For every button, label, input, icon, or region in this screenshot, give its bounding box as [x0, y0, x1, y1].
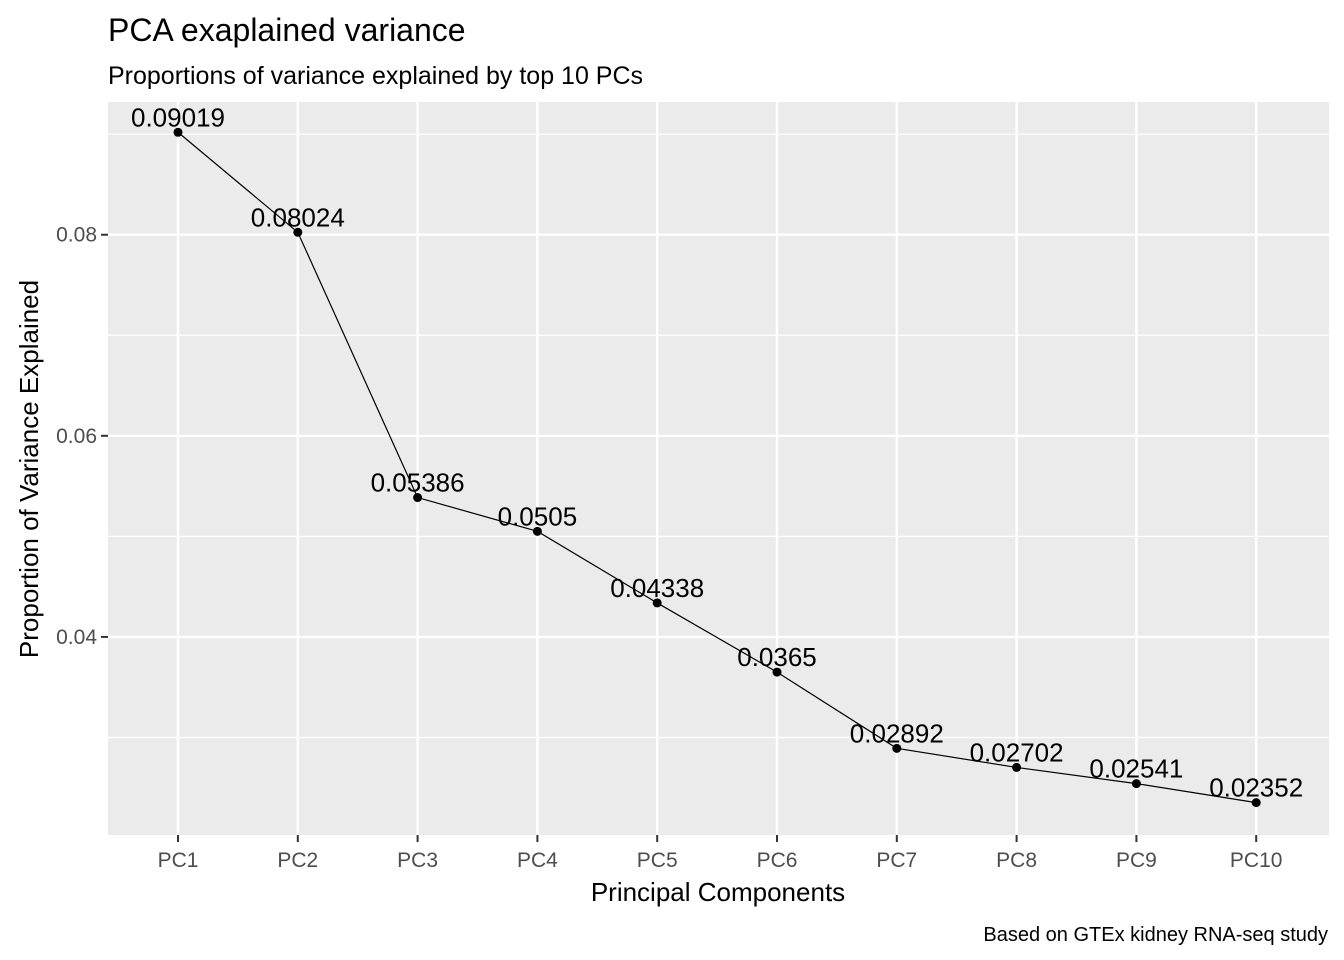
x-axis: PC1 PC2 PC3 PC4 PC5 PC6 PC7 PC8 PC9 PC10 [158, 835, 1283, 872]
x-axis-title: Principal Components [591, 877, 845, 907]
x-tick-label: PC3 [397, 849, 438, 872]
x-tick-label: PC5 [637, 849, 678, 872]
data-point [892, 743, 902, 753]
chart-subtitle: Proportions of variance explained by top… [108, 62, 643, 90]
data-label-group: 0.09019 0.08024 0.05386 0.0505 0.04338 0.0365… [131, 102, 1303, 802]
data-label: 0.02541 [1089, 754, 1183, 784]
data-label: 0.05386 [371, 468, 465, 498]
data-point [772, 667, 782, 677]
data-point [1131, 779, 1141, 789]
data-point [293, 227, 303, 237]
data-label: 0.0365 [737, 642, 817, 672]
data-label: 0.04338 [610, 573, 704, 603]
data-point [1251, 798, 1261, 808]
data-label: 0.08024 [251, 202, 345, 232]
x-tick-label: PC6 [757, 849, 798, 872]
minor-gridlines [108, 133, 1329, 739]
y-axis-title: Proportion of Variance Explained [14, 280, 44, 658]
data-label: 0.02702 [970, 737, 1064, 767]
chart-caption: Based on GTEx kidney RNA-seq study [983, 924, 1328, 946]
chart-title: PCA exaplained variance [108, 12, 466, 48]
series-group [173, 127, 1261, 808]
x-tick-label: PC2 [277, 849, 318, 872]
data-point [413, 493, 423, 503]
x-tick-label: PC10 [1230, 849, 1283, 872]
data-point [652, 598, 662, 608]
x-tick-label: PC8 [996, 849, 1037, 872]
data-label: 0.02892 [850, 718, 944, 748]
y-tick-label: 0.08 [56, 224, 97, 247]
x-tick-label: PC4 [517, 849, 558, 872]
y-tick-label: 0.06 [56, 425, 97, 448]
major-gridlines [108, 102, 1329, 835]
y-tick-label: 0.04 [56, 626, 97, 649]
y-axis: 0.04 0.06 0.08 [56, 224, 108, 649]
data-point [173, 127, 183, 137]
series-line [177, 131, 1257, 804]
plot-panel [108, 102, 1329, 835]
data-label: 0.02352 [1209, 773, 1303, 803]
data-point [1012, 762, 1022, 772]
data-label: 0.0505 [498, 501, 578, 531]
x-tick-label: PC7 [876, 849, 917, 872]
data-point [532, 526, 542, 536]
x-tick-label: PC1 [158, 849, 199, 872]
x-tick-label: PC9 [1116, 849, 1157, 872]
data-label: 0.09019 [131, 102, 225, 132]
